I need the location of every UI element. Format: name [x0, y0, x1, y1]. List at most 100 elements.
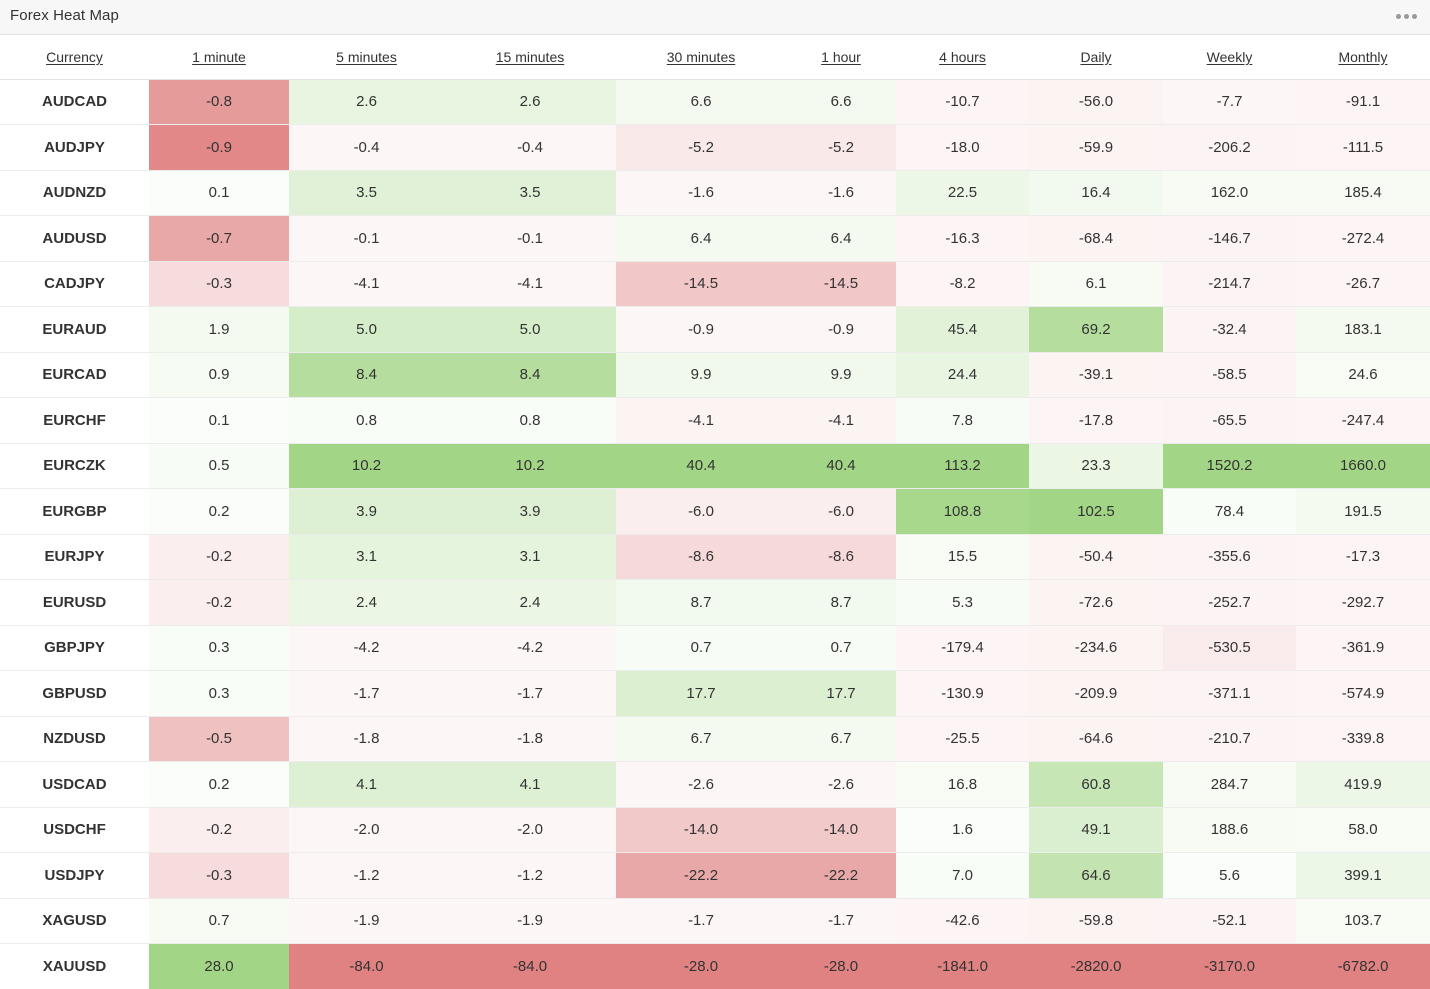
- heat-cell: -22.2: [616, 853, 786, 899]
- heat-cell: 0.5: [149, 443, 289, 489]
- column-header-weekly[interactable]: Weekly: [1163, 35, 1296, 79]
- currency-pair-cell[interactable]: XAGUSD: [0, 898, 149, 944]
- column-header-currency[interactable]: Currency: [0, 35, 149, 79]
- currency-pair-cell[interactable]: CADJPY: [0, 261, 149, 307]
- column-header-15-minutes[interactable]: 15 minutes: [444, 35, 616, 79]
- currency-pair-cell[interactable]: USDCHF: [0, 807, 149, 853]
- heat-cell: -64.6: [1029, 716, 1163, 762]
- heat-cell: -0.4: [444, 125, 616, 171]
- column-header-30-minutes[interactable]: 30 minutes: [616, 35, 786, 79]
- column-header-1-minute[interactable]: 1 minute: [149, 35, 289, 79]
- heat-cell: 0.1: [149, 398, 289, 444]
- heat-cell: 0.9: [149, 352, 289, 398]
- heat-cell: 60.8: [1029, 762, 1163, 808]
- currency-pair-cell[interactable]: AUDNZD: [0, 170, 149, 216]
- heat-cell: -10.7: [896, 79, 1029, 125]
- currency-pair-cell[interactable]: GBPUSD: [0, 671, 149, 717]
- heat-cell: 0.3: [149, 671, 289, 717]
- column-header-5-minutes[interactable]: 5 minutes: [289, 35, 444, 79]
- heat-cell: -59.8: [1029, 898, 1163, 944]
- currency-pair-cell[interactable]: EURCHF: [0, 398, 149, 444]
- widget-title: Forex Heat Map: [10, 7, 119, 24]
- heat-cell: -4.1: [289, 261, 444, 307]
- currency-pair-cell[interactable]: AUDUSD: [0, 216, 149, 262]
- currency-pair-cell[interactable]: EURAUD: [0, 307, 149, 353]
- currency-pair-cell[interactable]: EURGBP: [0, 489, 149, 535]
- heat-cell: -2820.0: [1029, 944, 1163, 989]
- currency-pair-cell[interactable]: GBPJPY: [0, 625, 149, 671]
- heat-cell: -1.9: [444, 898, 616, 944]
- heat-cell: 0.3: [149, 625, 289, 671]
- heat-cell: -6.0: [786, 489, 896, 535]
- column-header-monthly[interactable]: Monthly: [1296, 35, 1430, 79]
- heat-cell: 0.8: [289, 398, 444, 444]
- heat-cell: 399.1: [1296, 853, 1430, 899]
- currency-pair-cell[interactable]: EURCAD: [0, 352, 149, 398]
- heat-cell: -3170.0: [1163, 944, 1296, 989]
- heat-cell: 78.4: [1163, 489, 1296, 535]
- heat-cell: -1.8: [289, 716, 444, 762]
- currency-pair-cell[interactable]: EURJPY: [0, 534, 149, 580]
- heat-cell: -8.6: [786, 534, 896, 580]
- heat-cell: 17.7: [786, 671, 896, 717]
- heat-cell: 8.7: [786, 580, 896, 626]
- heat-cell: -0.1: [444, 216, 616, 262]
- column-header-4-hours[interactable]: 4 hours: [896, 35, 1029, 79]
- currency-pair-cell[interactable]: NZDUSD: [0, 716, 149, 762]
- heat-cell: -25.5: [896, 716, 1029, 762]
- heat-cell: 45.4: [896, 307, 1029, 353]
- currency-pair-cell[interactable]: USDJPY: [0, 853, 149, 899]
- column-header-1-hour[interactable]: 1 hour: [786, 35, 896, 79]
- heat-cell: 188.6: [1163, 807, 1296, 853]
- heat-cell: -84.0: [289, 944, 444, 989]
- currency-pair-cell[interactable]: AUDCAD: [0, 79, 149, 125]
- heat-cell: 24.6: [1296, 352, 1430, 398]
- table-row[interactable]: AUDJPY-0.9-0.4-0.4-5.2-5.2-18.0-59.9-206…: [0, 125, 1430, 171]
- heat-cell: -371.1: [1163, 671, 1296, 717]
- heat-cell: 3.5: [444, 170, 616, 216]
- currency-pair-cell[interactable]: AUDJPY: [0, 125, 149, 171]
- heat-cell: 6.7: [616, 716, 786, 762]
- currency-pair-cell[interactable]: XAUUSD: [0, 944, 149, 989]
- heat-cell: 6.7: [786, 716, 896, 762]
- heat-cell: -272.4: [1296, 216, 1430, 262]
- heat-cell: 3.9: [289, 489, 444, 535]
- heat-cell: -130.9: [896, 671, 1029, 717]
- heat-cell: 108.8: [896, 489, 1029, 535]
- heat-cell: 103.7: [1296, 898, 1430, 944]
- column-header-daily[interactable]: Daily: [1029, 35, 1163, 79]
- heat-cell: -2.0: [444, 807, 616, 853]
- currency-pair-cell[interactable]: USDCAD: [0, 762, 149, 808]
- heat-cell: 0.7: [616, 625, 786, 671]
- heat-cell: 0.2: [149, 489, 289, 535]
- heat-cell: 4.1: [289, 762, 444, 808]
- heat-cell: -1.8: [444, 716, 616, 762]
- currency-pair-cell[interactable]: EURCZK: [0, 443, 149, 489]
- heat-cell: 191.5: [1296, 489, 1430, 535]
- heat-cell: 40.4: [616, 443, 786, 489]
- currency-pair-cell[interactable]: EURUSD: [0, 580, 149, 626]
- more-horizontal-icon[interactable]: [1392, 5, 1420, 27]
- heat-cell: -574.9: [1296, 671, 1430, 717]
- heat-cell: -0.3: [149, 261, 289, 307]
